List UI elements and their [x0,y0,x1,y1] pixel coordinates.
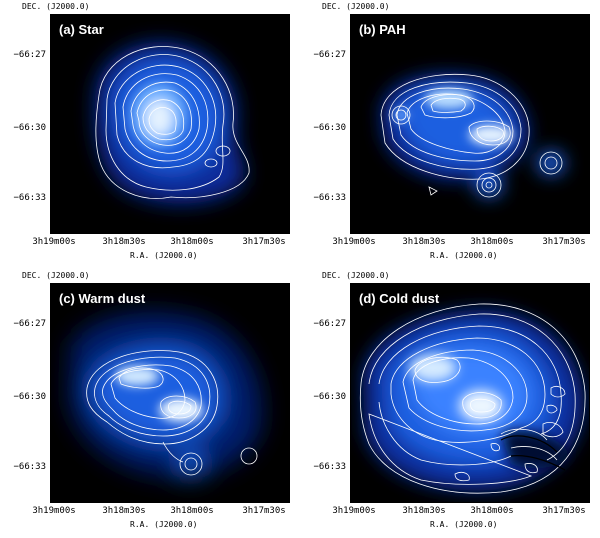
ra-tick: 3h19m00s [332,506,376,516]
dec-tick: −66:27 [13,319,46,329]
ra-tick: 3h17m30s [542,506,586,516]
ra-tick: 3h19m00s [332,237,376,247]
star-map: (a) Star [50,14,290,234]
ra-tick: 3h18m30s [402,506,446,516]
panel-label: (c) Warm dust [59,291,146,306]
ra-tick: 3h19m00s [32,237,76,247]
warm-dust-map: (c) Warm dust [50,283,290,503]
dec-axis-title: DEC. (J2000.0) [322,271,390,280]
cold-dust-map: (d) Cold dust [350,283,590,503]
dec-tick: −66:30 [13,392,46,402]
ra-axis-title: R.A. (J2000.0) [130,251,198,260]
dec-tick: −66:33 [313,193,346,203]
ra-axis-title: R.A. (J2000.0) [130,520,198,529]
ra-axis-title: R.A. (J2000.0) [430,520,498,529]
dec-axis-title: DEC. (J2000.0) [22,271,90,280]
ra-tick: 3h18m00s [470,506,514,516]
ra-axis-title: R.A. (J2000.0) [430,251,498,260]
dec-tick: −66:27 [13,50,46,60]
panel-star: DEC. (J2000.0) [0,0,300,269]
dec-tick: −66:33 [13,462,46,472]
pah-map: (b) PAH [350,14,590,234]
ra-tick: 3h18m00s [170,237,214,247]
dec-tick: −66:27 [313,50,346,60]
panel-label: (d) Cold dust [359,291,440,306]
panel-pah: DEC. (J2000.0) [300,0,600,269]
ra-tick: 3h18m00s [170,506,214,516]
panel-warm-dust: DEC. (J2000.0) [0,269,300,538]
panel-cold-dust: DEC. (J2000.0) [300,269,600,538]
dec-tick: −66:30 [313,123,346,133]
ra-tick: 3h18m30s [102,506,146,516]
ra-tick: 3h17m30s [542,237,586,247]
panel-label: (a) Star [59,22,104,37]
ra-tick: 3h18m30s [402,237,446,247]
dec-tick: −66:30 [313,392,346,402]
ra-tick: 3h17m30s [242,506,286,516]
ra-tick: 3h18m00s [470,237,514,247]
dec-tick: −66:33 [13,193,46,203]
dec-axis-title: DEC. (J2000.0) [322,2,390,11]
dec-axis-title: DEC. (J2000.0) [22,2,90,11]
ra-tick: 3h19m00s [32,506,76,516]
dec-tick: −66:27 [313,319,346,329]
dec-tick: −66:30 [13,123,46,133]
ra-tick: 3h17m30s [242,237,286,247]
panel-label: (b) PAH [359,22,406,37]
ra-tick: 3h18m30s [102,237,146,247]
dec-tick: −66:33 [313,462,346,472]
